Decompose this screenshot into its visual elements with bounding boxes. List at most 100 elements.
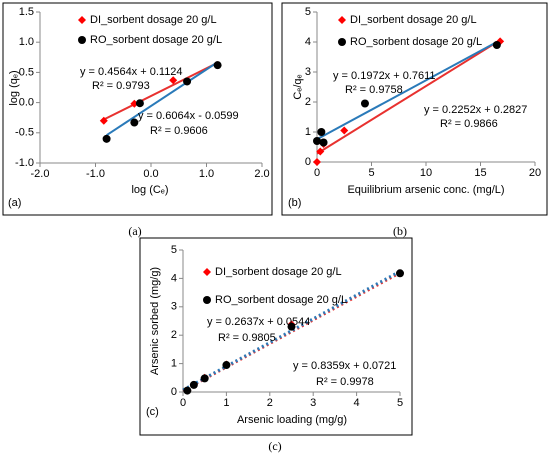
point bbox=[135, 99, 144, 108]
y-tick-label: 1 bbox=[171, 358, 177, 370]
fit-line bbox=[103, 61, 219, 121]
legend-label: DI_sorbent dosage 20 g/L bbox=[90, 14, 217, 26]
annotation: y = 0.2637x + 0.0544 bbox=[207, 316, 310, 328]
panel-label: (b) bbox=[288, 197, 301, 209]
panel-frame bbox=[2, 2, 273, 216]
point bbox=[316, 147, 325, 156]
legend-marker bbox=[203, 268, 211, 276]
y-tick-label: 1.0 bbox=[19, 36, 34, 48]
annotation: y = 0.4564x + 0.1124 bbox=[80, 66, 183, 78]
y-tick-label: -1.0 bbox=[15, 157, 34, 169]
legend-label: DI_sorbent dosage 20 g/L bbox=[215, 266, 342, 278]
x-axis-label: Arsenic loading (mg/g) bbox=[237, 414, 347, 426]
legend-marker bbox=[338, 16, 346, 24]
x-tick-label: 2 bbox=[267, 397, 273, 409]
point bbox=[213, 61, 222, 70]
y-tick-label: 5 bbox=[171, 244, 177, 256]
point bbox=[183, 77, 192, 86]
x-tick-label: 1 bbox=[223, 397, 229, 409]
legend-label: DI_sorbent dosage 20 g/L bbox=[350, 14, 477, 26]
point bbox=[340, 126, 349, 135]
x-tick-label: 2.0 bbox=[254, 168, 269, 180]
legend-marker bbox=[78, 36, 86, 44]
annotation: y = 0.1972x + 0.7611 bbox=[333, 70, 436, 82]
point bbox=[313, 158, 321, 166]
y-tick-label: 1 bbox=[305, 126, 311, 138]
point bbox=[99, 116, 108, 125]
x-tick-label: 5 bbox=[397, 397, 403, 409]
x-tick-label: 0 bbox=[314, 167, 320, 179]
y-tick-label: 3 bbox=[305, 66, 311, 78]
y-tick-label: 4 bbox=[171, 272, 177, 284]
x-axis-label: log (Cₑ) bbox=[131, 184, 168, 196]
point bbox=[189, 380, 198, 389]
point bbox=[287, 322, 296, 331]
panel-label: (c) bbox=[146, 406, 159, 418]
x-tick-label: 4 bbox=[354, 397, 360, 409]
x-tick-label: -1.0 bbox=[86, 168, 105, 180]
point bbox=[169, 76, 178, 85]
y-tick-label: 4 bbox=[305, 36, 311, 48]
fit-line bbox=[106, 61, 219, 137]
point bbox=[313, 137, 321, 145]
caption: (b) bbox=[393, 224, 407, 238]
point bbox=[130, 118, 139, 127]
point bbox=[222, 361, 231, 370]
annotation: R² = 0.9978 bbox=[316, 376, 374, 388]
point bbox=[200, 374, 209, 383]
y-tick-label: 1.5 bbox=[19, 6, 34, 18]
x-axis-label: Equilibrium arsenic conc. (mg/L) bbox=[347, 184, 504, 196]
x-tick-label: 10 bbox=[420, 167, 432, 179]
fit-line bbox=[316, 41, 498, 141]
y-tick-label: 3 bbox=[171, 301, 177, 313]
x-tick-label: 0.0 bbox=[143, 168, 158, 180]
point bbox=[183, 386, 192, 395]
panel-label: (a) bbox=[8, 197, 21, 209]
y-tick-label: 2 bbox=[305, 96, 311, 108]
caption: (a) bbox=[128, 224, 141, 238]
legend-marker bbox=[203, 296, 211, 304]
y-tick-label: 2 bbox=[171, 329, 177, 341]
y-tick-label: 5 bbox=[305, 6, 311, 18]
y-axis-label: Arsenic sorbed (mg/g) bbox=[149, 267, 161, 375]
y-tick-label: 0 bbox=[305, 156, 311, 168]
legend-marker bbox=[78, 16, 86, 24]
annotation: R² = 0.9805 bbox=[218, 332, 276, 344]
x-tick-label: -2.0 bbox=[31, 168, 50, 180]
point bbox=[102, 134, 111, 143]
legend-label: RO_sorbent dosage 20 g/L bbox=[215, 294, 347, 306]
fit-line bbox=[182, 269, 401, 392]
legend-marker bbox=[338, 38, 346, 46]
y-axis-label: Cₑ/qₑ bbox=[292, 74, 304, 99]
point bbox=[317, 128, 326, 136]
fit-line bbox=[316, 39, 501, 155]
y-axis-label: log (qₑ) bbox=[8, 70, 20, 105]
annotation: y = 0.2252x + 0.2827 bbox=[424, 104, 527, 116]
annotation: R² = 0.9758 bbox=[345, 84, 403, 96]
x-tick-label: 0 bbox=[180, 397, 186, 409]
y-tick-label: 0.5 bbox=[19, 66, 34, 78]
y-tick-label: 0.0 bbox=[19, 97, 34, 109]
x-tick-label: 3 bbox=[310, 397, 316, 409]
legend-label: RO_sorbent dosage 20 g/L bbox=[90, 34, 222, 46]
point bbox=[492, 41, 501, 49]
annotation: y = 0.6064x - 0.0599 bbox=[138, 110, 239, 122]
caption: (c) bbox=[268, 439, 281, 453]
annotation: y = 0.8359x + 0.0721 bbox=[293, 360, 396, 372]
x-tick-label: 15 bbox=[474, 167, 486, 179]
x-tick-label: 5 bbox=[368, 167, 374, 179]
point bbox=[360, 99, 369, 108]
panel-frame bbox=[281, 2, 548, 216]
panel-frame bbox=[139, 237, 413, 436]
x-tick-label: 1.0 bbox=[199, 168, 214, 180]
point bbox=[396, 269, 404, 278]
point bbox=[319, 138, 328, 147]
x-tick-label: 20 bbox=[529, 167, 541, 179]
annotation: R² = 0.9793 bbox=[92, 80, 150, 92]
annotation: R² = 0.9866 bbox=[440, 118, 498, 130]
y-tick-label: -0.5 bbox=[15, 127, 34, 139]
legend-label: RO_sorbent dosage 20 g/L bbox=[350, 36, 482, 48]
y-tick-label: 0 bbox=[171, 386, 177, 398]
annotation: R² = 0.9606 bbox=[150, 125, 208, 137]
